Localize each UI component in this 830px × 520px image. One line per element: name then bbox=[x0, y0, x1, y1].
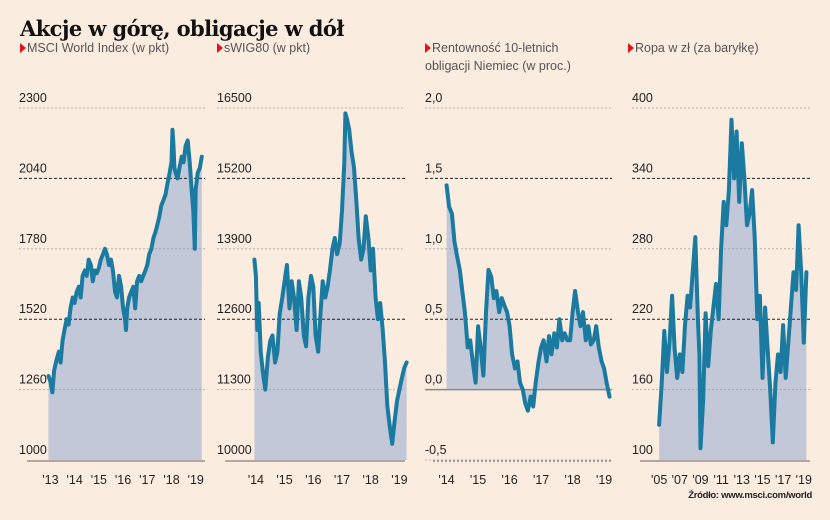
chart-2-title: sWIG80 (w pkt) bbox=[224, 41, 311, 55]
chart-1-xtick-label: '18 bbox=[163, 473, 179, 487]
chart-4-line bbox=[657, 117, 809, 451]
chart-4-ytick-label: 400 bbox=[632, 91, 653, 105]
chart-2-xtick-label: '15 bbox=[276, 473, 292, 487]
chart-4-subtitle: Ropa w zł (za baryłkę) bbox=[628, 39, 759, 57]
chart-3-xtick-label: '19 bbox=[596, 473, 612, 487]
chart-4-ytick-label: 340 bbox=[632, 161, 653, 175]
chart-4-xtick-label: '19 bbox=[796, 473, 812, 487]
chart-3-xtick-label: '16 bbox=[501, 473, 517, 487]
chart-2-xtick-label: '14 bbox=[248, 473, 264, 487]
chart-2-ytick-label: 13900 bbox=[217, 232, 252, 246]
chart-3-subtitle: Rentowność 10-letnich obligacji Niemiec … bbox=[425, 39, 585, 75]
chart-3-ytick-label: -0,5 bbox=[425, 443, 447, 457]
chart-1-xtick-label: '19 bbox=[188, 473, 204, 487]
chart-1-ytick-label: 1520 bbox=[19, 302, 47, 316]
chart-2-subtitle: sWIG80 (w pkt) bbox=[217, 39, 310, 57]
chart-3-ytick-label: 1,0 bbox=[425, 232, 442, 246]
chart-4-xtick-label: '13 bbox=[734, 473, 750, 487]
chart-3-title: Rentowność 10-letnich obligacji Niemiec … bbox=[425, 41, 571, 73]
chart-2-xtick-label: '17 bbox=[334, 473, 350, 487]
chart-3-ytick-label: 2,0 bbox=[425, 91, 442, 105]
red-triangle-marker-icon bbox=[425, 43, 431, 53]
chart-4-ytick-label: 160 bbox=[632, 373, 653, 387]
page-title: Akcje w górę, obligacje w dół bbox=[20, 16, 344, 41]
chart-1-ytick-label: 2040 bbox=[19, 161, 47, 175]
chart-2-ytick-label: 10000 bbox=[217, 443, 252, 457]
chart-4-xtick-label: '09 bbox=[692, 473, 708, 487]
chart-3-line bbox=[444, 183, 612, 413]
red-triangle-marker-icon bbox=[20, 43, 26, 53]
chart-4-xtick-label: '11 bbox=[713, 473, 728, 487]
chart-1-line bbox=[46, 127, 204, 395]
chart-1-title: MSCI World Index (w pkt) bbox=[27, 41, 170, 55]
chart-3-area bbox=[446, 185, 610, 411]
chart-2-ytick-label: 15200 bbox=[217, 161, 252, 175]
chart-2-ytick-label: 16500 bbox=[217, 91, 252, 105]
chart-1-xtick-label: '15 bbox=[91, 473, 107, 487]
chart-3-ytick-label: 1,5 bbox=[425, 161, 442, 175]
chart-1-ytick-label: 1780 bbox=[19, 232, 47, 246]
chart-4-area bbox=[659, 119, 807, 460]
chart-2-xtick-label: '19 bbox=[391, 473, 407, 487]
chart-4-title: Ropa w zł (za baryłkę) bbox=[635, 41, 759, 55]
chart-1-subtitle: MSCI World Index (w pkt) bbox=[20, 39, 169, 57]
red-triangle-marker-icon bbox=[628, 43, 634, 53]
chart-4-ytick-label: 100 bbox=[632, 443, 653, 457]
chart-1-xtick-label: '14 bbox=[66, 473, 82, 487]
chart-1-ytick-label: 2300 bbox=[19, 91, 47, 105]
chart-1-xtick-label: '16 bbox=[115, 473, 131, 487]
chart-3-xtick-label: '14 bbox=[438, 473, 454, 487]
chart-4-ytick-label: 280 bbox=[632, 232, 653, 246]
chart-3-ytick-label: 0,5 bbox=[425, 302, 442, 316]
chart-4-xtick-label: '05 bbox=[651, 473, 667, 487]
source-note: Źródło: www.msci.com/world bbox=[688, 490, 812, 501]
chart-2-ytick-label: 11300 bbox=[217, 373, 251, 387]
chart-3-xtick-label: '15 bbox=[470, 473, 486, 487]
chart-1-xtick-label: '13 bbox=[42, 473, 58, 487]
chart-1-xtick-label: '17 bbox=[139, 473, 155, 487]
chart-4-ytick-label: 220 bbox=[632, 302, 653, 316]
chart-4-xtick-label: '17 bbox=[775, 473, 791, 487]
chart-1-area bbox=[48, 129, 202, 460]
chart-3-ytick-label: 0,0 bbox=[425, 373, 442, 387]
chart-2-xtick-label: '16 bbox=[305, 473, 321, 487]
chart-1-ytick-label: 1260 bbox=[19, 373, 47, 387]
chart-3-xtick-label: '17 bbox=[533, 473, 549, 487]
chart-4-xtick-label: '15 bbox=[754, 473, 770, 487]
chart-2-xtick-label: '18 bbox=[363, 473, 379, 487]
red-triangle-marker-icon bbox=[217, 43, 223, 53]
chart-2-ytick-label: 12600 bbox=[217, 302, 252, 316]
chart-4-xtick-label: '07 bbox=[672, 473, 688, 487]
chart-2-line bbox=[252, 111, 409, 446]
chart-3-xtick-label: '18 bbox=[564, 473, 580, 487]
chart-1-ytick-label: 1000 bbox=[19, 443, 47, 457]
chart-2-area bbox=[254, 113, 407, 461]
